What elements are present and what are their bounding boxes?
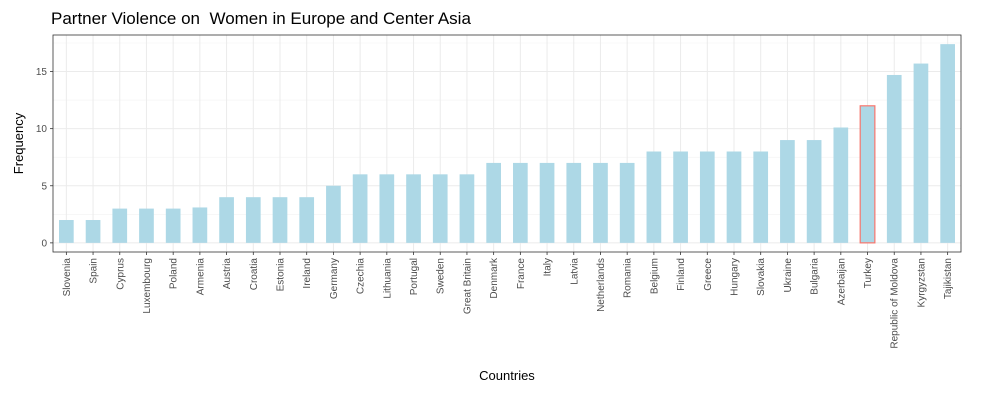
bar	[566, 162, 582, 243]
bar	[513, 162, 528, 243]
bar	[913, 63, 929, 243]
bar	[699, 151, 715, 243]
x-tick-label: Republic of Moldova	[890, 258, 901, 349]
x-tick-label: Belgium	[649, 258, 660, 294]
x-tick-label: Ukraine	[783, 258, 794, 293]
bar	[112, 208, 128, 243]
x-tick-label: Latvia	[569, 258, 580, 285]
bar	[379, 174, 395, 243]
x-tick-label: Turkey	[863, 258, 874, 288]
y-tick-label: 0	[41, 238, 47, 249]
x-tick-label: Croatia	[249, 258, 260, 291]
bar	[593, 162, 608, 243]
bar	[85, 220, 101, 243]
x-tick-label: Great Britain	[462, 258, 473, 314]
bar	[299, 197, 315, 243]
x-tick-label: Greece	[703, 258, 714, 291]
x-tick-label: Hungary	[730, 258, 741, 296]
y-tick-label: 15	[36, 67, 48, 78]
bar	[886, 74, 902, 243]
bar	[139, 208, 154, 243]
bar	[673, 151, 688, 243]
bar	[806, 140, 822, 243]
bar	[780, 140, 795, 243]
y-tick-label: 5	[41, 181, 47, 192]
bar	[646, 151, 662, 243]
bar-highlighted	[859, 105, 876, 244]
bar	[539, 162, 555, 243]
x-tick-label: Azerbaijan	[836, 258, 847, 305]
bar	[940, 44, 955, 243]
x-tick-label: Slovenia	[62, 258, 73, 297]
bar	[245, 197, 261, 243]
bar	[165, 208, 181, 243]
bar	[833, 127, 849, 243]
x-tick-label: Lithuania	[382, 258, 393, 299]
x-tick-label: Finland	[676, 258, 687, 291]
x-tick-label: Austria	[222, 258, 233, 290]
x-tick-label: Estonia	[276, 258, 287, 292]
x-tick-label: Spain	[89, 258, 100, 284]
bar	[406, 174, 421, 243]
x-tick-label: Czechia	[356, 258, 367, 295]
x-tick-label: Poland	[169, 258, 180, 289]
x-tick-label: Luxembourg	[142, 258, 153, 314]
x-tick-label: Germany	[329, 258, 340, 299]
chart-title: Partner Violence on Women in Europe and …	[51, 9, 471, 28]
bar	[619, 162, 635, 243]
x-tick-label: Italy	[543, 258, 554, 276]
x-tick-label: Denmark	[489, 257, 500, 299]
x-axis-title: Countries	[479, 368, 535, 383]
bar	[192, 207, 208, 243]
bar	[726, 151, 742, 243]
x-tick-label: Portugal	[409, 258, 420, 295]
bar	[486, 162, 501, 243]
bar	[352, 174, 368, 243]
x-tick-label: Slovakia	[756, 258, 767, 296]
bar	[753, 151, 769, 243]
bar	[59, 220, 74, 243]
bar	[326, 185, 341, 243]
bar	[272, 197, 288, 243]
bar	[219, 197, 234, 243]
x-tick-label: Netherlands	[596, 258, 607, 312]
x-tick-label: Bulgaria	[810, 258, 821, 295]
x-tick-label: Sweden	[436, 258, 447, 294]
x-tick-label: Romania	[623, 258, 634, 298]
x-tick-label: Kyrgyzstan	[916, 258, 927, 307]
plot-panel	[53, 35, 961, 252]
x-tick-label: Armenia	[195, 258, 206, 296]
bar	[432, 174, 448, 243]
x-tick-label: France	[516, 258, 527, 290]
bar	[459, 174, 475, 243]
x-tick-label: Ireland	[302, 258, 313, 289]
x-tick-label: Cyprus	[115, 258, 126, 290]
y-tick-label: 10	[36, 124, 48, 135]
y-axis-title: Frequency	[11, 112, 26, 174]
x-tick-label: Tajikistan	[943, 258, 954, 299]
plot-border	[52, 34, 962, 253]
